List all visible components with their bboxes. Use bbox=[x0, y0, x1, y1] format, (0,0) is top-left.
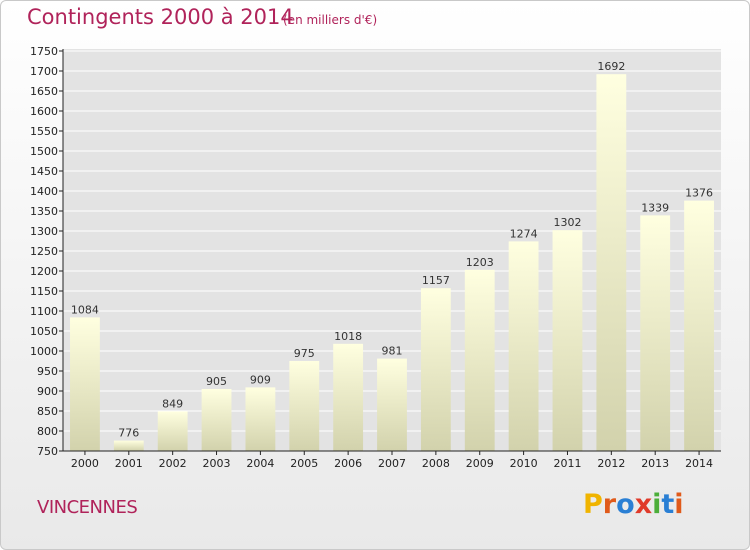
bar-2008 bbox=[420, 288, 451, 451]
bar-value-label: 909 bbox=[250, 373, 271, 386]
chart-title: Contingents 2000 à 2014 bbox=[27, 5, 294, 29]
x-tick-label: 2006 bbox=[334, 457, 362, 470]
bar-2014 bbox=[684, 200, 714, 451]
x-tick-label: 2003 bbox=[203, 457, 231, 470]
bar-2002 bbox=[157, 411, 188, 451]
bar-2005 bbox=[289, 361, 320, 451]
bar-2003 bbox=[201, 389, 232, 451]
y-tick-label: 1450 bbox=[30, 165, 58, 178]
y-tick-label: 1150 bbox=[30, 285, 58, 298]
logo-letter: i bbox=[674, 489, 684, 520]
y-tick-label: 1250 bbox=[30, 245, 58, 258]
x-tick-label: 2007 bbox=[378, 457, 406, 470]
bar-value-label: 776 bbox=[118, 427, 139, 440]
bar-value-label: 1157 bbox=[422, 274, 450, 287]
bar-2007 bbox=[377, 358, 407, 451]
y-tick-label: 900 bbox=[37, 385, 58, 398]
x-tick-label: 2011 bbox=[553, 457, 581, 470]
bar-2009 bbox=[464, 269, 495, 451]
y-tick-label: 850 bbox=[37, 405, 58, 418]
bar-2013 bbox=[640, 215, 671, 451]
bar-value-label: 1274 bbox=[510, 227, 538, 240]
x-tick-label: 2001 bbox=[115, 457, 143, 470]
bar-value-label: 1692 bbox=[597, 60, 625, 73]
logo-letter: r bbox=[602, 489, 617, 520]
y-tick-label: 1100 bbox=[30, 305, 58, 318]
logo-letter: t bbox=[661, 489, 675, 520]
y-tick-label: 1200 bbox=[30, 265, 58, 278]
y-tick-label: 1650 bbox=[30, 85, 58, 98]
logo-letter: P bbox=[583, 489, 603, 520]
y-tick-label: 1050 bbox=[30, 325, 58, 338]
bar-value-label: 1376 bbox=[685, 187, 713, 200]
y-tick-label: 1750 bbox=[30, 45, 58, 58]
y-tick-label: 1350 bbox=[30, 205, 58, 218]
bar-value-label: 981 bbox=[382, 345, 403, 358]
bar-2006 bbox=[333, 343, 364, 451]
y-tick-label: 1600 bbox=[30, 105, 58, 118]
y-tick-label: 1400 bbox=[30, 185, 58, 198]
x-tick-label: 2014 bbox=[685, 457, 713, 470]
x-tick-label: 2013 bbox=[641, 457, 669, 470]
y-tick-label: 1500 bbox=[30, 145, 58, 158]
city-name: VINCENNES bbox=[37, 497, 138, 518]
bar-2001 bbox=[113, 440, 144, 451]
bar-2004 bbox=[245, 387, 276, 451]
logo-letter: x bbox=[634, 489, 653, 520]
logo-letter: i bbox=[652, 489, 662, 520]
bar-value-label: 1203 bbox=[466, 256, 494, 269]
x-tick-label: 2009 bbox=[466, 457, 494, 470]
bar-value-label: 849 bbox=[162, 397, 183, 410]
x-tick-label: 2004 bbox=[246, 457, 274, 470]
chart-subtitle: (en milliers d'€) bbox=[283, 13, 378, 27]
x-tick-label: 2008 bbox=[422, 457, 450, 470]
bar-value-label: 1302 bbox=[553, 216, 581, 229]
proxiti-logo: Proxiti bbox=[583, 489, 684, 520]
bar-value-label: 975 bbox=[294, 347, 315, 360]
bar-value-label: 1018 bbox=[334, 330, 362, 343]
y-tick-label: 950 bbox=[37, 365, 58, 378]
y-tick-label: 1000 bbox=[30, 345, 58, 358]
y-tick-label: 750 bbox=[37, 445, 58, 458]
logo-letter: o bbox=[616, 489, 635, 520]
y-tick-label: 1700 bbox=[30, 65, 58, 78]
x-tick-label: 2005 bbox=[290, 457, 318, 470]
x-tick-label: 2012 bbox=[597, 457, 625, 470]
bar-value-label: 1339 bbox=[641, 201, 669, 214]
y-tick-label: 800 bbox=[37, 425, 58, 438]
y-tick-label: 1550 bbox=[30, 125, 58, 138]
bar-2011 bbox=[552, 230, 583, 451]
x-tick-label: 2002 bbox=[159, 457, 187, 470]
x-tick-label: 2010 bbox=[510, 457, 538, 470]
bar-value-label: 905 bbox=[206, 375, 227, 388]
bar-2000 bbox=[70, 317, 100, 451]
bar-value-label: 1084 bbox=[71, 303, 99, 316]
y-tick-label: 1300 bbox=[30, 225, 58, 238]
bar-2010 bbox=[508, 241, 539, 451]
bar-2012 bbox=[596, 74, 627, 451]
x-tick-label: 2000 bbox=[71, 457, 99, 470]
